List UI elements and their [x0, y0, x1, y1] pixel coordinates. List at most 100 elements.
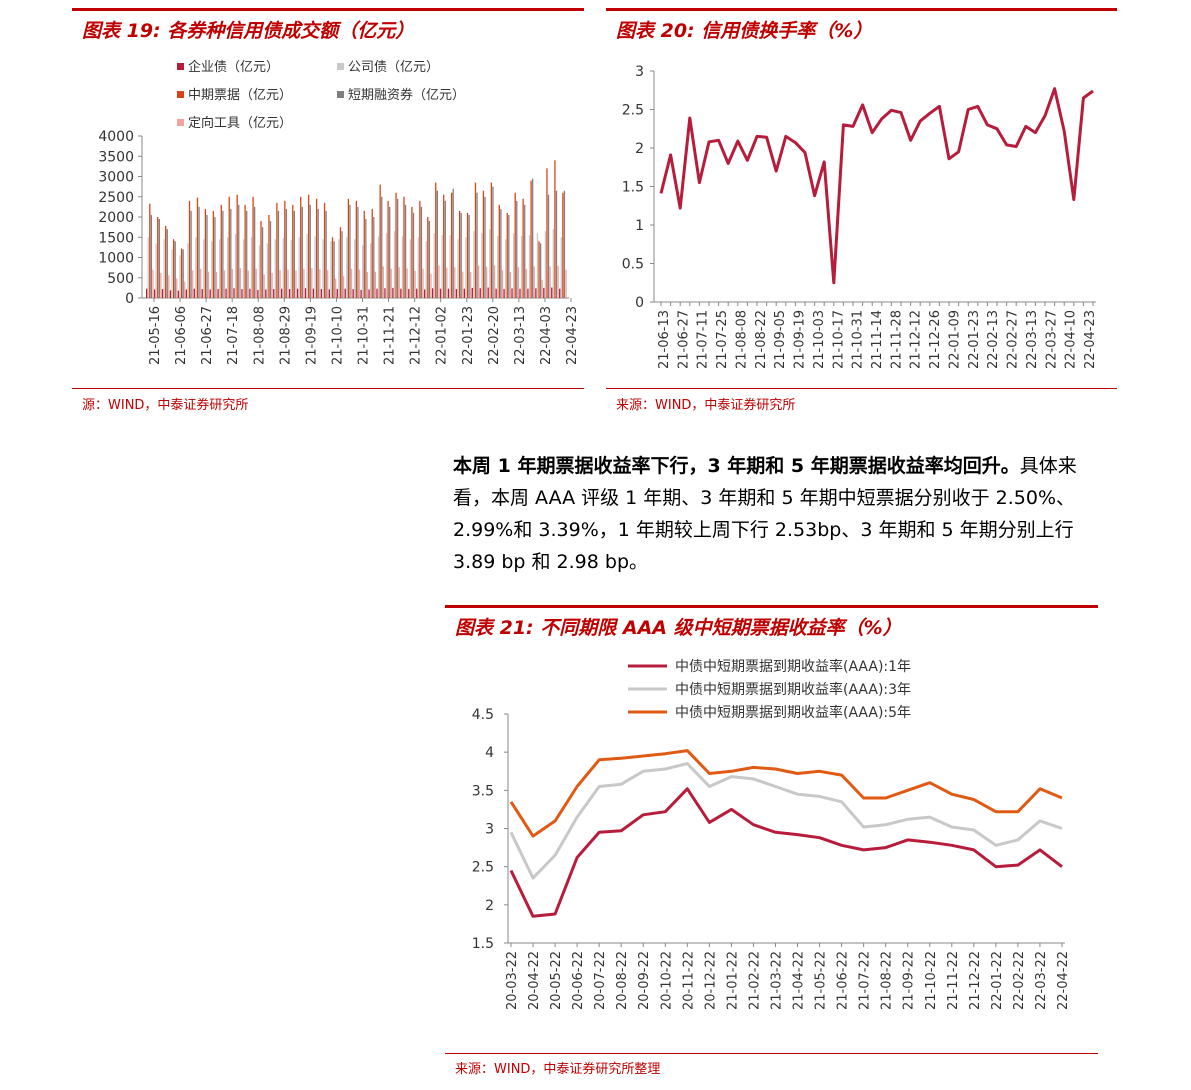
bar — [214, 217, 216, 298]
bar — [404, 204, 407, 298]
bar — [417, 237, 419, 298]
bar — [482, 190, 485, 298]
bar — [211, 241, 213, 298]
bar — [322, 239, 324, 298]
bar — [516, 200, 518, 298]
bar — [188, 200, 191, 298]
x-tick-label: 21-07-22 — [858, 951, 873, 1010]
x-tick-label: 21-09-22 — [902, 951, 917, 1010]
bar — [255, 268, 257, 298]
bar — [462, 271, 464, 298]
x-tick-label: 21-06-13 — [657, 310, 672, 369]
bar — [479, 288, 481, 298]
bar — [478, 265, 480, 298]
bar — [371, 208, 373, 298]
chart21-title: 图表 21: 不同期限 AAA 级中短期票据收益率（%） — [455, 617, 902, 639]
bar — [390, 268, 392, 298]
bar — [319, 269, 321, 298]
chart19-bottom-rule — [72, 388, 584, 389]
bar — [155, 243, 157, 298]
bar — [543, 287, 545, 299]
bar — [258, 245, 261, 298]
bar — [559, 288, 561, 298]
x-tick-label: 21-10-10 — [330, 306, 345, 365]
x-tick-label: 22-04-03 — [539, 306, 554, 365]
x-tick-label: 20-07-22 — [593, 951, 608, 1010]
bar — [223, 270, 226, 298]
bar — [325, 210, 327, 298]
bar — [242, 239, 245, 298]
bar — [366, 272, 369, 298]
bar — [252, 196, 254, 298]
x-tick-label: 21-08-08 — [252, 306, 267, 365]
bar — [285, 208, 288, 298]
bar — [503, 289, 505, 298]
legend-swatch — [177, 91, 184, 98]
x-tick-label: 22-03-13 — [1025, 310, 1040, 369]
bar — [555, 190, 558, 298]
bar — [454, 267, 456, 298]
bar — [362, 245, 364, 298]
bar — [451, 192, 453, 298]
bar — [532, 178, 534, 298]
chart20-bottom-rule — [606, 388, 1117, 389]
bar — [339, 227, 342, 299]
legend-label: 定向工具（亿元） — [188, 115, 292, 131]
chart19-source: 源：WIND，中泰证券研究所 — [82, 398, 249, 413]
bar — [250, 237, 253, 298]
x-tick-label: 21-08-22 — [754, 310, 769, 369]
x-tick-label: 21-11-14 — [870, 310, 885, 369]
bar — [312, 288, 315, 298]
bar — [360, 289, 362, 298]
bar — [168, 275, 170, 298]
bar — [266, 243, 269, 298]
chart21-svg: 中债中短期票据到期收益率(AAA):1年中债中短期票据到期收益率(AAA):3年… — [472, 658, 1071, 1010]
bar — [420, 206, 423, 299]
bar — [333, 241, 335, 298]
chart19-panel: 图表 19: 各券种信用债成交额（亿元） 企业债（亿元） 公司债（亿元） 中期票据（… — [72, 8, 584, 418]
y-tick-label: 3.5 — [472, 783, 494, 799]
bar — [287, 269, 289, 298]
bar — [530, 180, 532, 298]
bar — [489, 229, 491, 298]
bar — [212, 210, 214, 298]
legend-swatch — [177, 63, 184, 70]
bar — [161, 289, 164, 298]
chart20-panel: 图表 20: 信用债换手率（%） 0 0.5 1 1.5 2 2.5 3 21-06-13 21… — [606, 8, 1117, 418]
bar — [190, 210, 192, 298]
bar — [409, 239, 411, 298]
bar — [431, 288, 434, 298]
x-tick-label: 21-10-17 — [831, 310, 846, 369]
bar — [408, 289, 410, 298]
bar — [505, 239, 507, 298]
chart19-top-rule — [72, 8, 584, 11]
bar — [231, 268, 234, 298]
bar — [327, 270, 329, 298]
bar — [195, 237, 197, 298]
x-tick-label: 21-06-27 — [676, 310, 691, 369]
bar — [268, 214, 270, 298]
bar — [247, 270, 249, 298]
x-tick-label: 22-03-22 — [1034, 951, 1049, 1010]
x-tick-label: 21-11-28 — [889, 310, 904, 369]
bar — [500, 208, 502, 298]
x-tick-label: 22-01-09 — [947, 310, 962, 369]
bar — [300, 196, 302, 298]
bar — [398, 267, 400, 298]
bar — [554, 160, 556, 298]
y-tick-label: 2 — [635, 141, 644, 157]
bar — [552, 229, 554, 298]
y-tick-label: 2 — [485, 898, 494, 914]
bar — [171, 249, 173, 298]
bar — [517, 267, 519, 298]
bar — [365, 219, 367, 298]
bar — [338, 239, 340, 298]
bar — [234, 234, 237, 298]
bar — [281, 288, 283, 298]
bar — [490, 182, 493, 298]
x-tick-label: 22-02-20 — [487, 306, 502, 365]
bar — [368, 289, 370, 298]
bar — [524, 204, 526, 298]
bar — [447, 288, 450, 298]
bar — [271, 272, 273, 298]
